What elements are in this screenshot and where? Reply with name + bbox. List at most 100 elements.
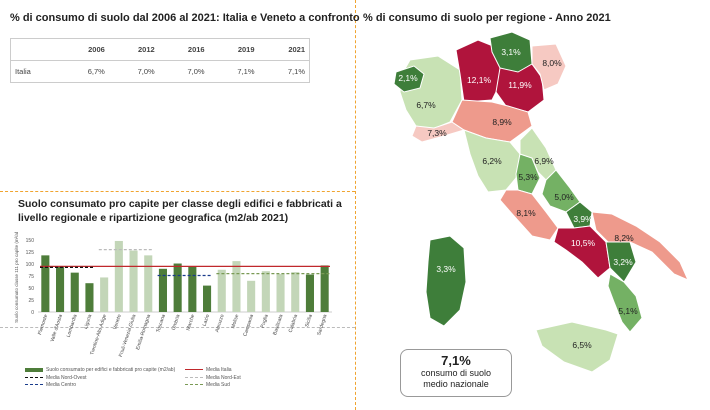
bar <box>305 274 314 312</box>
region-label: 7,3% <box>427 128 447 138</box>
table-row-label: Italia <box>10 60 59 83</box>
bar <box>276 274 285 312</box>
bar <box>291 272 300 312</box>
x-tick-label: Piemonte <box>37 314 49 336</box>
y-tick-label: 50 <box>28 286 34 292</box>
table-title: % di consumo di suolo dal 2006 al 2021: … <box>10 12 360 24</box>
x-tick-label: Lombardia <box>66 314 79 339</box>
legend-swatch <box>25 384 43 386</box>
region-label: 11,9% <box>508 80 532 90</box>
bar <box>158 268 167 312</box>
x-tick-label: Emilia-Romagna <box>135 314 152 351</box>
region-friuli <box>531 43 567 91</box>
legend-swatch <box>185 377 203 379</box>
bar <box>173 263 182 312</box>
region-sardegna <box>425 235 467 327</box>
legend-label: Media Nord-Est <box>206 375 241 381</box>
legend-swatch <box>25 367 43 372</box>
bar <box>56 266 65 312</box>
legend-label: Media Nord-Ovest <box>46 375 87 381</box>
x-tick-label: Trentino-Alto Adige <box>89 314 108 356</box>
table-header-cell: 2006 <box>88 45 105 54</box>
table-row: Italia 6,7% 7,0% 7,0% 7,1% 7,1% <box>10 60 310 83</box>
legend-item-italia: Media Italia <box>185 367 232 373</box>
y-tick-label: 100 <box>26 262 35 268</box>
y-tick-label: 75 <box>28 274 34 280</box>
region-calabria <box>607 273 643 333</box>
bar <box>188 266 197 312</box>
region-molise <box>565 201 593 229</box>
table-header-cell: 2012 <box>138 45 155 54</box>
x-tick-label: Basilicata <box>272 314 284 336</box>
x-tick-label: Lazio <box>202 314 211 327</box>
national-average-callout: 7,1% consumo di suolo medio nazionale <box>400 349 512 397</box>
national-average-line2: medio nazionale <box>423 379 489 389</box>
x-tick-label: Toscana <box>155 314 167 334</box>
region-label: 5,3% <box>518 172 538 182</box>
bottom-divider <box>0 327 355 328</box>
region-label: 8,9% <box>492 117 512 127</box>
horizontal-divider <box>0 191 355 192</box>
region-basilicata <box>605 241 637 283</box>
region-label: 6,9% <box>534 156 554 166</box>
region-veneto <box>495 63 545 113</box>
region-liguria <box>411 121 466 143</box>
region-label: 2,1% <box>398 73 418 83</box>
region-label: 8,0% <box>542 58 562 68</box>
x-tick-label: Marche <box>185 314 196 332</box>
x-tick-label: Puglia <box>260 314 270 329</box>
table-header-cell: 2021 <box>288 45 305 54</box>
legend-swatch <box>25 377 43 379</box>
legend-swatch <box>185 369 203 371</box>
table-header-row: 2006 2012 2016 2019 2021 <box>11 39 310 61</box>
x-tick-label: Sardegna <box>316 314 328 337</box>
bar <box>232 261 241 312</box>
region-emilia-romagna <box>451 99 533 143</box>
table-header-cell: 2019 <box>237 45 255 54</box>
region-lazio <box>499 189 559 241</box>
legend-label: Suolo consumato per edifici e fabbricati… <box>46 367 176 373</box>
y-tick-label: 125 <box>26 250 35 256</box>
y-tick-label: 150 <box>26 238 35 244</box>
region-toscana <box>463 129 521 193</box>
table-cell: 7,0% <box>108 60 159 83</box>
italy-region-map: 2,1% 6,7% 12,1% 3,1% 11,9% 8,0% 7,3% 8,9… <box>393 31 689 373</box>
legend-swatch <box>185 384 203 386</box>
bar <box>320 265 329 312</box>
bar <box>144 255 153 312</box>
x-tick-label: Calabria <box>288 314 300 334</box>
y-tick-label: 25 <box>28 298 34 304</box>
consumption-table: 2006 2012 2016 2019 2021 Italia 6,7% 7,0… <box>10 38 310 83</box>
x-tick-label: Campania <box>242 314 255 338</box>
region-campania <box>553 225 611 279</box>
legend-item-nord-est: Media Nord-Est <box>185 375 241 381</box>
bar <box>85 283 94 312</box>
region-label: 6,7% <box>416 100 436 110</box>
bar <box>70 272 79 312</box>
region-label: 5,0% <box>554 192 574 202</box>
bar <box>41 255 50 312</box>
region-label: 6,5% <box>572 340 592 350</box>
table-cell: 6,7% <box>58 60 109 83</box>
x-tick-label: Valle d'Aosta <box>49 314 64 343</box>
legend-item-sud: Media Sud <box>185 382 230 388</box>
legend-item-centro: Media Centro <box>25 382 76 388</box>
region-label: 10,5% <box>571 238 596 248</box>
bar-chart-title: Suolo consumato pro capite per classe de… <box>18 198 342 224</box>
x-tick-label: Sicilia <box>304 314 314 328</box>
bar <box>100 277 109 312</box>
legend-label: Media Italia <box>206 367 232 373</box>
national-average-value: 7,1% <box>441 353 471 368</box>
per-capita-bar-chart: 0 25 50 75 100 125 150 Suolo consumato classe 1… <box>14 232 332 358</box>
region-label: 3,9% <box>573 214 593 224</box>
map-title: % di consumo di suolo per regione - Anno… <box>363 12 611 24</box>
region-label: 8,2% <box>614 233 634 243</box>
table-cell: 7,0% <box>158 60 209 83</box>
x-tick-label: Abruzzo <box>214 314 225 334</box>
vertical-divider <box>355 0 356 410</box>
legend-item-nord-ovest: Media Nord-Ovest <box>25 375 87 381</box>
y-axis-label: Suolo consumato classe 111 pro capite (m… <box>14 232 19 323</box>
bar <box>114 240 123 312</box>
table-header-cell: 2016 <box>187 45 205 54</box>
legend-label: Media Sud <box>206 382 230 388</box>
